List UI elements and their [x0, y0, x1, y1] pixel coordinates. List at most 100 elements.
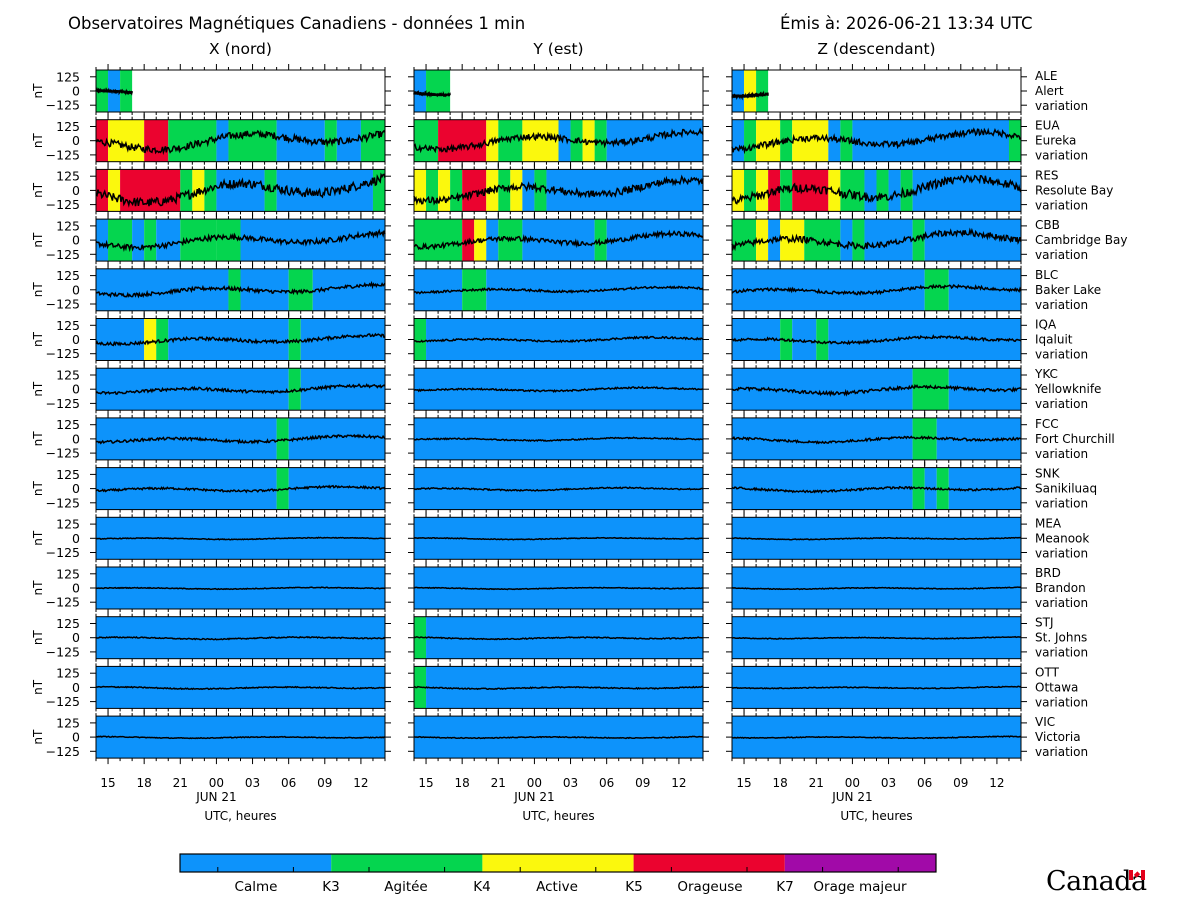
trace-line [413, 285, 704, 295]
activity-segment [732, 467, 913, 510]
y-tick-label: 0 [72, 233, 80, 248]
station-name: Baker Lake [1035, 283, 1101, 297]
station-code: ALE [1035, 69, 1057, 83]
station-name: St. Johns [1035, 631, 1087, 645]
activity-segment [852, 119, 1021, 162]
y-tick-label: 0 [72, 332, 80, 347]
y-tick-label: 0 [72, 481, 80, 496]
x-tick-label: 21 [809, 776, 824, 790]
legend-threshold-k5: K5 [625, 879, 643, 895]
activity-segment [804, 219, 841, 262]
station-kind: variation [1035, 149, 1088, 163]
activity-segment [840, 219, 853, 262]
y-tick-label: 125 [56, 119, 80, 134]
station-name: Brandon [1035, 581, 1086, 595]
station-code: EUA [1035, 119, 1060, 133]
activity-segment [180, 169, 193, 212]
activity-segment [414, 219, 463, 262]
trace-line [413, 586, 704, 591]
activity-segment [732, 268, 925, 311]
trace-line [731, 90, 769, 101]
activity-segment [756, 70, 769, 112]
y-tick-label: 125 [56, 715, 80, 730]
trace-line [731, 485, 1022, 494]
y-axis-label: nT [31, 232, 45, 248]
station-code: SNK [1035, 467, 1061, 481]
activity-segment [510, 169, 523, 212]
station-kind: variation [1035, 248, 1088, 262]
y-tick-label: 0 [72, 282, 80, 297]
x-tick-label: 12 [671, 776, 686, 790]
activity-segment [558, 119, 571, 162]
activity-segment [156, 219, 181, 262]
y-tick-label: 0 [72, 133, 80, 148]
trace-line [731, 536, 1022, 541]
y-axis-label: nT [31, 182, 45, 198]
trace-line [413, 436, 704, 443]
station-kind: variation [1035, 546, 1088, 560]
activity-segment [228, 119, 277, 162]
activity-segment [912, 368, 949, 411]
trace-line [95, 172, 386, 208]
y-axis-label: nT [31, 381, 45, 397]
trace-line [731, 334, 1022, 346]
legend-threshold-k7: K7 [776, 879, 794, 895]
trace-line [413, 486, 704, 493]
activity-segment [276, 467, 289, 510]
canada-flag-icon [1129, 870, 1145, 880]
activity-segment [450, 169, 463, 212]
y-tick-label: 125 [56, 318, 80, 333]
x-tick-label: 06 [599, 776, 614, 790]
trace-line [731, 383, 1022, 397]
x-tick-label: 18 [773, 776, 788, 790]
y-axis-label: nT [31, 331, 45, 347]
activity-segment [732, 169, 745, 212]
y-tick-label: −125 [46, 744, 80, 759]
activity-segment [216, 219, 241, 262]
activity-segment [732, 119, 745, 162]
activity-segment [438, 119, 487, 162]
activity-segment [216, 119, 229, 162]
activity-segment [744, 70, 757, 112]
legend-band-agitee [331, 854, 483, 872]
legend-label-orage-majeur: Orage majeur [813, 879, 907, 895]
activity-segment [876, 169, 889, 212]
activity-segment [144, 119, 169, 162]
y-tick-label: −125 [46, 495, 80, 510]
trace-line [95, 280, 386, 299]
activity-segment [924, 268, 949, 311]
trace-line [414, 335, 704, 344]
station-kind: variation [1035, 99, 1088, 113]
station-name: Meanook [1035, 531, 1089, 545]
legend-label-orageuse: Orageuse [677, 879, 743, 895]
y-tick-label: 0 [72, 680, 80, 695]
y-tick-label: −125 [46, 247, 80, 262]
activity-segment [438, 169, 451, 212]
station-kind: variation [1035, 646, 1088, 660]
y-tick-label: 0 [72, 581, 80, 596]
issued-timestamp: Émis à: 2026-06-21 13:34 UTC [780, 14, 1033, 33]
activity-segment [426, 70, 451, 112]
trace-line [413, 174, 704, 206]
y-tick-label: 125 [56, 566, 80, 581]
y-tick-label: 0 [72, 630, 80, 645]
y-axis-label: nT [31, 679, 45, 695]
y-tick-label: 0 [72, 730, 80, 745]
trace-line [731, 685, 1022, 690]
trace-line [413, 536, 703, 541]
panel-frame [413, 69, 704, 113]
activity-segment [132, 219, 145, 262]
trace-line [731, 283, 1022, 296]
activity-segment [828, 169, 841, 212]
x-tick-label: 06 [917, 776, 932, 790]
y-tick-label: −125 [46, 446, 80, 461]
activity-segment [108, 219, 133, 262]
x-date-label: JUN 21 [195, 790, 236, 804]
y-axis-label: nT [31, 580, 45, 596]
y-tick-label: −125 [46, 644, 80, 659]
y-tick-label: 125 [56, 517, 80, 532]
y-tick-label: −125 [46, 98, 80, 113]
activity-segment [144, 318, 157, 361]
x-tick-label: 12 [989, 776, 1004, 790]
